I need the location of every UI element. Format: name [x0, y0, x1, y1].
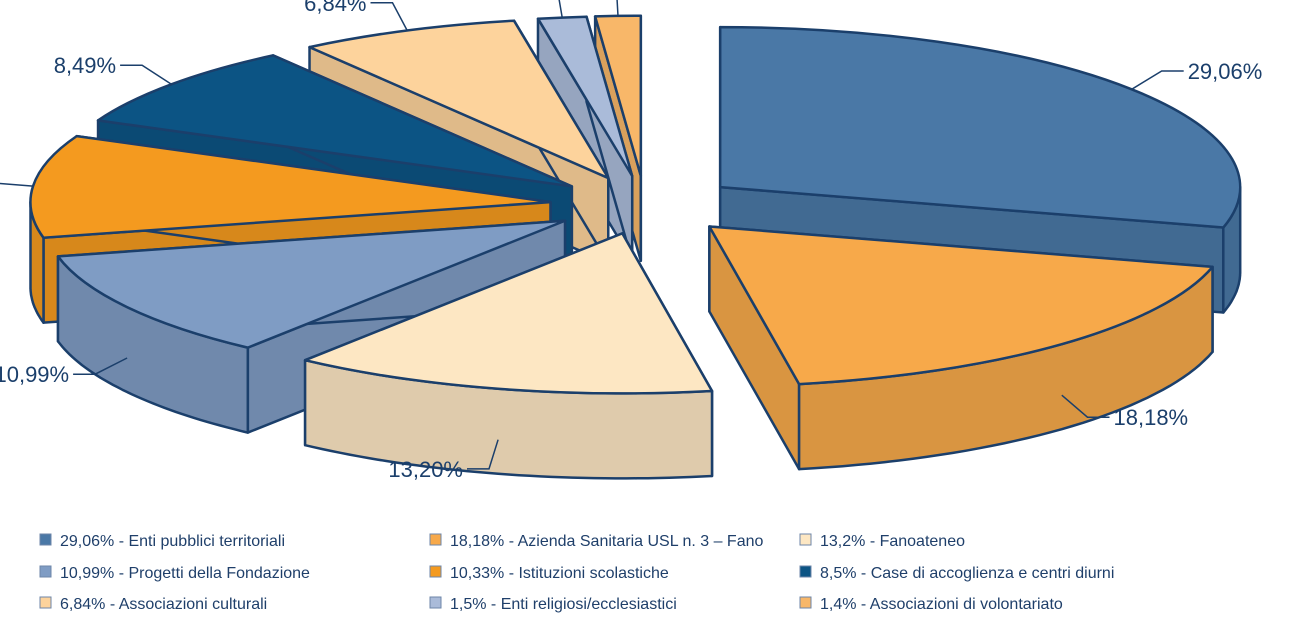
legend-label: 10,99% - Progetti della Fondazione	[60, 565, 310, 582]
legend-item: 18,18% - Azienda Sanitaria USL n. 3 – Fa…	[429, 533, 763, 550]
data-label: 10,99%	[0, 362, 69, 387]
data-label: 29,06%	[1188, 59, 1263, 84]
legend-swatch	[799, 596, 812, 609]
legend-label: 8,5% - Case di accoglienza e centri diur…	[820, 565, 1114, 582]
legend-swatch	[799, 533, 812, 546]
legend-swatch	[429, 533, 442, 546]
data-label: 8,49%	[54, 53, 116, 78]
leader-line	[1061, 394, 1110, 418]
data-label: 13,20%	[388, 457, 463, 482]
pie-slice	[718, 25, 1242, 229]
legend-swatch	[39, 565, 52, 578]
pie-slice	[96, 54, 574, 188]
data-labels: 29,06%18,18%13,20%10,99%10,33%8,49%6,84%…	[0, 0, 1262, 482]
pie-slice	[708, 225, 1214, 386]
legend-label: 1,4% - Associazioni di volontariato	[820, 596, 1063, 613]
leader-line	[370, 2, 408, 31]
legend-item: 29,06% - Enti pubblici territoriali	[39, 533, 285, 550]
legend-item: 10,33% - Istituzioni scolastiche	[429, 565, 669, 582]
legend-item: 13,2% - Fanoateneo	[799, 533, 965, 550]
legend-label: 10,33% - Istituzioni scolastiche	[450, 565, 669, 582]
legend-label: 29,06% - Enti pubblici territoriali	[60, 533, 285, 550]
data-label: 6,84%	[304, 0, 366, 16]
pie-slice	[536, 15, 634, 178]
legend: 29,06% - Enti pubblici territoriali 18,18…	[39, 533, 1114, 613]
leader-line	[120, 64, 172, 85]
pie-slice	[56, 219, 567, 349]
legend-label: 6,84% - Associazioni culturali	[60, 596, 267, 613]
leader-line	[1131, 70, 1184, 90]
legend-item: 6,84% - Associazioni culturali	[39, 596, 267, 613]
leader-line	[558, 0, 563, 18]
legend-item: 8,5% - Case di accoglienza e centri diur…	[799, 565, 1114, 582]
leader-line	[616, 0, 619, 17]
legend-swatch	[799, 565, 812, 578]
data-label: 18,18%	[1114, 405, 1189, 430]
leader-line	[0, 182, 34, 187]
legend-swatch	[429, 596, 442, 609]
legend-item: 1,4% - Associazioni di volontariato	[799, 596, 1063, 613]
legend-swatch	[39, 596, 52, 609]
legend-item: 1,5% - Enti religiosi/ecclesiastici	[429, 596, 677, 613]
data-label: 1,50%	[469, 0, 531, 1]
leader-line	[73, 357, 128, 375]
legend-item: 10,99% - Progetti della Fondazione	[39, 565, 310, 582]
legend-swatch	[429, 565, 442, 578]
legend-label: 1,5% - Enti religiosi/ecclesiastici	[450, 596, 677, 613]
legend-label: 13,2% - Fanoateneo	[820, 533, 965, 550]
legend-label: 18,18% - Azienda Sanitaria USL n. 3 – Fa…	[450, 533, 763, 550]
leader-lines	[0, 0, 1184, 470]
leader-line	[467, 439, 499, 470]
legend-swatch	[39, 533, 52, 546]
pie-slices	[29, 14, 1242, 480]
pie-slice	[303, 232, 714, 395]
